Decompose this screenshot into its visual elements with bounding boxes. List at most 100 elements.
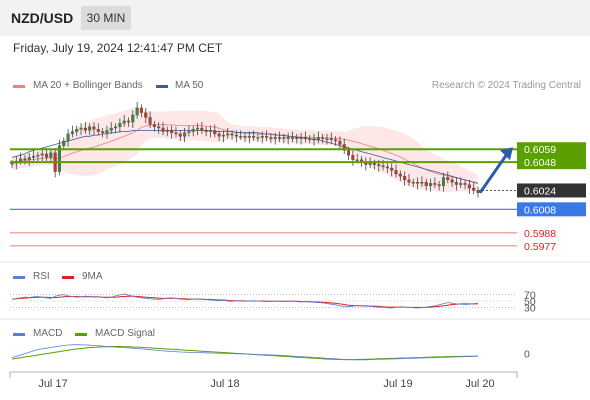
- candle: [411, 182, 415, 184]
- candle: [131, 114, 135, 123]
- candle: [467, 184, 471, 189]
- rsi-ma-legend-swatch: [62, 276, 74, 279]
- candle: [247, 136, 251, 138]
- candle: [390, 167, 394, 171]
- candle: [27, 157, 31, 160]
- price-tag-bg: [517, 202, 586, 217]
- candle: [221, 134, 225, 137]
- candle: [347, 150, 351, 156]
- candle: [407, 179, 411, 183]
- candle: [19, 158, 23, 162]
- price-level-label: 0.6024: [524, 185, 556, 197]
- candle: [403, 176, 407, 181]
- candle: [446, 177, 450, 181]
- credit-label: Research © 2024 Trading Central: [431, 80, 581, 91]
- x-tick-label: Jul 20: [465, 378, 494, 390]
- macd-legend-label: MACD: [33, 328, 63, 339]
- forecast-arrowhead: [500, 147, 513, 161]
- rsi-ma-legend-label: 9MA: [82, 271, 103, 282]
- rsi-legend-swatch: [13, 276, 25, 279]
- symbol-label: NZD/USD: [11, 10, 74, 26]
- rsi-line: [11, 293, 479, 309]
- candle: [204, 130, 208, 132]
- candle: [139, 107, 143, 113]
- candle: [157, 126, 161, 129]
- candle: [381, 165, 385, 168]
- candle: [428, 183, 433, 186]
- candle: [303, 137, 307, 139]
- rsi-legend-label: RSI: [33, 271, 50, 282]
- candle: [329, 138, 333, 140]
- candle: [321, 137, 325, 139]
- candle: [226, 133, 230, 136]
- candle: [126, 120, 131, 123]
- candle: [23, 158, 27, 160]
- candle: [472, 187, 476, 191]
- macd-signal-legend-swatch: [75, 333, 87, 336]
- ma50-legend-swatch: [156, 85, 168, 88]
- forecast-arrow: [478, 150, 511, 194]
- price-tag-bg: [517, 183, 586, 198]
- candle: [269, 137, 273, 139]
- candle: [450, 179, 454, 183]
- candle: [109, 127, 113, 131]
- candle: [433, 183, 437, 185]
- macd-signal-line: [11, 346, 478, 361]
- x-tick-label: Jul 19: [383, 378, 412, 390]
- candle: [239, 136, 243, 138]
- candle: [144, 112, 148, 118]
- candle: [32, 156, 36, 158]
- x-tick-label: Jul 18: [210, 378, 239, 390]
- candle: [234, 134, 238, 137]
- candle: [377, 164, 381, 166]
- candle: [325, 138, 329, 140]
- candle: [70, 131, 74, 135]
- candle: [174, 132, 178, 135]
- candle: [40, 153, 44, 156]
- x-tick-label: Jul 17: [38, 378, 67, 390]
- price-level-label: 0.5977: [524, 241, 556, 253]
- candle: [437, 184, 441, 186]
- candle: [286, 137, 290, 139]
- candle: [135, 107, 139, 116]
- candle: [282, 137, 286, 139]
- candle: [394, 170, 398, 175]
- candle: [96, 129, 100, 132]
- interval-button[interactable]: 30 MIN: [81, 6, 131, 30]
- price-level-label: 0.6059: [524, 144, 556, 156]
- candle: [398, 173, 402, 177]
- candle: [385, 166, 389, 169]
- candle: [299, 137, 303, 139]
- candle: [256, 137, 260, 139]
- candle: [148, 117, 152, 125]
- candle: [208, 130, 213, 132]
- candle: [424, 182, 428, 186]
- candle: [416, 182, 420, 184]
- candle: [92, 126, 96, 130]
- candle: [338, 140, 342, 145]
- candle: [191, 129, 195, 132]
- candle: [265, 136, 269, 138]
- candle: [200, 127, 204, 131]
- candle: [312, 138, 316, 140]
- candle: [79, 127, 83, 130]
- candle: [105, 130, 109, 133]
- candle: [252, 136, 256, 138]
- candle: [75, 129, 79, 132]
- candle: [114, 126, 118, 129]
- rsi-tick-label: 70: [524, 290, 536, 302]
- candle: [152, 124, 156, 127]
- candle: [195, 127, 200, 130]
- price-level-label: 0.6008: [524, 204, 556, 216]
- macd-legend-swatch: [13, 333, 25, 336]
- candle: [36, 154, 40, 157]
- candle: [459, 183, 463, 185]
- bollinger-band: [12, 105, 478, 193]
- candle: [463, 183, 467, 185]
- bollinger-legend-label: MA 20 + Bollinger Bands: [33, 80, 143, 91]
- candle: [243, 136, 247, 138]
- candle: [118, 123, 122, 127]
- candle: [351, 154, 355, 160]
- candle: [308, 138, 312, 140]
- ma50-legend-label: MA 50: [175, 80, 204, 91]
